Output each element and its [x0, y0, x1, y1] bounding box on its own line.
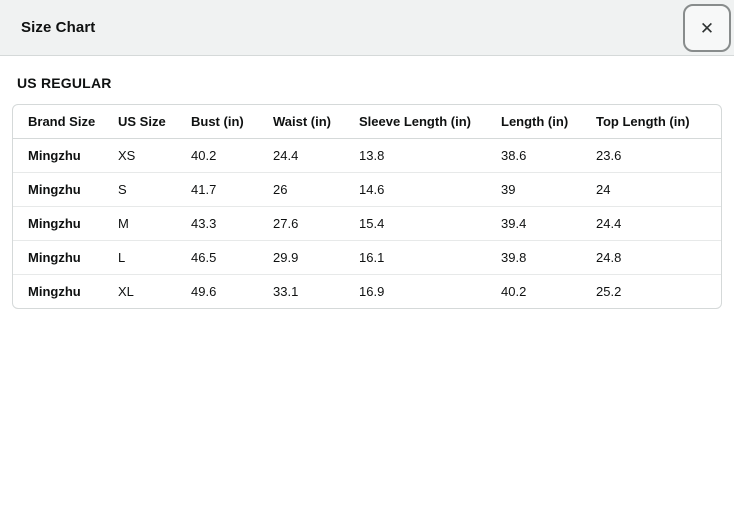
cell-top-length: 24.4 — [581, 206, 721, 241]
cell-us-size: M — [103, 206, 176, 241]
cell-waist: 33.1 — [273, 284, 299, 299]
cell-top-length: 24.8 — [581, 240, 721, 275]
column-header-length: Length (in) — [486, 105, 581, 139]
cell-sleeve-length: 16.9 — [359, 284, 385, 299]
cell-brand-size: Mingzhu — [13, 172, 103, 207]
cell-bust: 49.6 — [191, 284, 217, 299]
cell-length: 39.4 — [486, 206, 581, 241]
cell-top-length: 23.6 — [581, 138, 721, 173]
cell-bust: 46.5 — [176, 240, 258, 275]
table-row: Mingzhu XS 40.2 24.4 13.8 38.6 23.6 — [13, 138, 721, 173]
cell-sleeve-length: 15.4 — [344, 206, 486, 241]
cell-length: 40.2 — [501, 284, 527, 299]
column-header-top-length: Top Length (in) — [581, 105, 721, 139]
column-header-sleeve-length: Sleeve Length (in) — [344, 105, 486, 139]
column-header-waist: Waist (in) — [258, 105, 344, 139]
cell-top-length: 24 — [581, 172, 721, 207]
cell-us-size: XS — [103, 138, 176, 173]
cell-length: 39 — [486, 172, 581, 207]
cell-bust: 43.3 — [176, 206, 258, 241]
table-row: Mingzhu S 41.7 26 14.6 39 24 — [13, 172, 721, 207]
cell-waist: 29.9 — [258, 240, 344, 275]
modal-title: Size Chart — [21, 19, 96, 36]
modal-header: Size Chart ✕ — [0, 0, 734, 56]
cell-us-size: XL — [118, 284, 134, 299]
cell-brand-size: Mingzhu — [13, 138, 103, 173]
modal-body: US REGULAR Brand Size US Size Bust ( — [0, 56, 734, 309]
cell-waist: 27.6 — [258, 206, 344, 241]
size-table: Brand Size US Size Bust (in) Waist (in) … — [13, 105, 721, 308]
cell-top-length: 25.2 — [596, 284, 622, 299]
cell-length: 38.6 — [486, 138, 581, 173]
cell-sleeve-length: 13.8 — [344, 138, 486, 173]
cell-brand-size: Mingzhu — [13, 206, 103, 241]
table-row: Mingzhu M 43.3 27.6 15.4 39.4 24.4 — [13, 206, 721, 241]
cell-us-size: L — [103, 240, 176, 275]
column-header-bust: Bust (in) — [176, 105, 258, 139]
column-header-brand-size: Brand Size — [13, 105, 103, 139]
cell-us-size: S — [103, 172, 176, 207]
cell-bust: 40.2 — [176, 138, 258, 173]
cell-sleeve-length: 16.1 — [344, 240, 486, 275]
cell-length: 39.8 — [486, 240, 581, 275]
section-heading-us-regular: US REGULAR — [17, 75, 112, 91]
cell-brand-size: Mingzhu — [13, 240, 103, 275]
close-button[interactable]: ✕ — [683, 4, 731, 52]
cell-waist: 26 — [258, 172, 344, 207]
column-header-us-size: US Size — [103, 105, 176, 139]
table-row: Mingzhu L 46.5 29.9 16.1 39.8 24.8 — [13, 240, 721, 275]
size-table-container: Brand Size US Size Bust (in) Waist (in) … — [12, 104, 722, 309]
cell-sleeve-length: 14.6 — [344, 172, 486, 207]
table-row: Mingzhu XL 49.6 33.1 16.9 40.2 25.2 — [13, 275, 721, 309]
cell-brand-size: Mingzhu — [28, 284, 81, 299]
cell-bust: 41.7 — [176, 172, 258, 207]
table-header-row: Brand Size US Size Bust (in) Waist (in) … — [13, 105, 721, 139]
close-icon: ✕ — [699, 18, 715, 38]
cell-waist: 24.4 — [258, 138, 344, 173]
